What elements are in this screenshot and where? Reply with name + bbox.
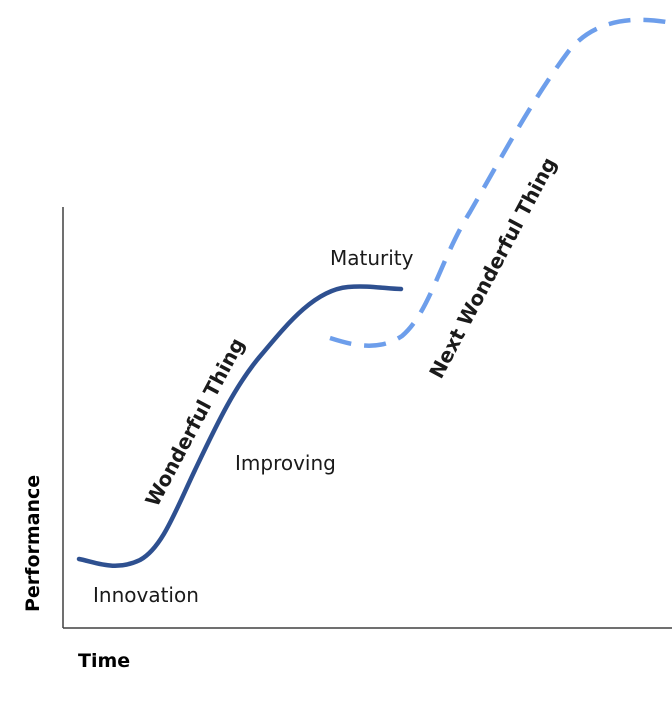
wonderful-thing-label: Wonderful Thing — [140, 334, 249, 510]
next-wonderful-thing-curve — [329, 17, 672, 348]
improving-label: Improving — [235, 451, 336, 475]
next-wonderful-thing-label: Next Wonderful Thing — [424, 153, 561, 382]
maturity-label: Maturity — [330, 246, 414, 270]
wonderful-thing-curve — [76, 284, 404, 568]
x-axis-label: Time — [78, 650, 130, 672]
y-axis-label: Performance — [22, 475, 44, 612]
innovation-label: Innovation — [93, 583, 199, 607]
